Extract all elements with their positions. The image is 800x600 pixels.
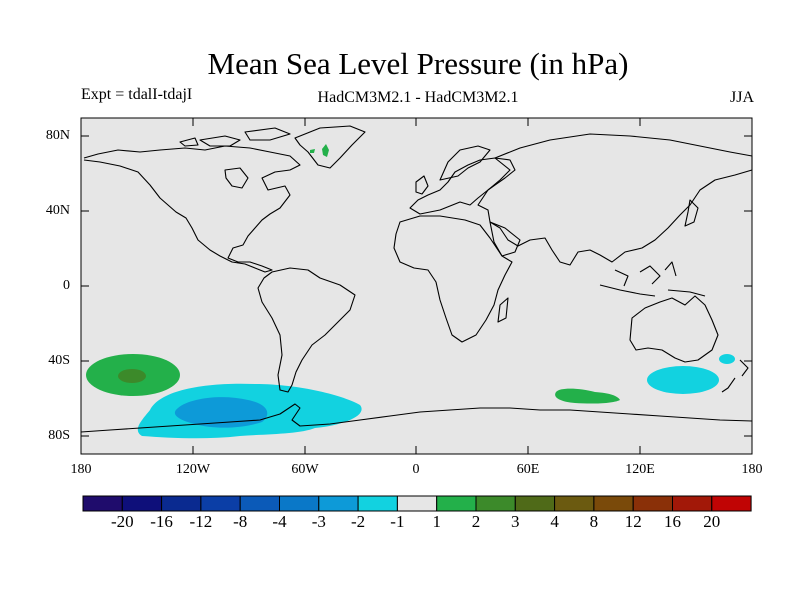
coast-madagascar [497,297,509,323]
coast-africa [393,215,513,343]
lon-label-180e: 180 [741,462,763,477]
map-title: Mean Sea Level Pressure (in hPa) [207,46,629,81]
experiment-label: Expt = tdalI-tdajI [81,86,193,103]
lon-label-60e: 60E [516,462,540,477]
colorbar-box [121,495,163,512]
lon-label-120w: 120W [175,462,211,477]
colorbar-box [318,495,359,512]
anomaly-positive-indian [555,388,620,404]
colorbar-box [200,495,241,512]
colorbar-box [514,495,556,512]
coast-arctic-islands [179,127,291,147]
colorbar-box [554,495,595,512]
season-label: JJA [729,89,754,106]
colorbar-label: 12 [624,512,642,531]
colorbar-box [632,495,674,512]
colorbar-label: -4 [272,512,287,531]
coastlines [80,125,753,433]
colorbar-label: -16 [150,512,173,531]
anomaly-negative-australia [647,366,719,394]
coast-greenland [294,125,366,169]
coast-new-zealand [721,359,749,393]
lat-label-40s: 40S [48,353,70,368]
colorbar-label: -2 [351,512,366,531]
lon-label-0: 0 [412,462,420,477]
coast-north-america [83,145,301,273]
anomaly-shading [86,144,735,439]
lat-label-0: 0 [63,278,70,293]
colorbar-box [593,495,634,512]
colorbar-box [436,495,477,512]
colorbar-box [672,495,713,512]
colorbar-box [82,495,123,512]
coast-hudson-bay [224,167,249,189]
colorbar-label: 2 [471,512,481,531]
colorbar-label: 8 [589,512,599,531]
colorbar-label: -20 [110,512,134,531]
colorbar-label: 1 [432,512,441,531]
coast-british-isles [415,175,429,195]
lat-ticks [81,135,752,437]
coast-indonesia [599,261,706,297]
colorbar-box [475,495,516,512]
colorbar-box [396,495,438,512]
colorbar-label: -8 [233,512,248,531]
coast-japan [684,199,699,227]
coast-australia [629,295,719,363]
lon-label-60w: 60W [291,462,319,477]
colorbar-label: -3 [311,512,326,531]
colorbar-box [239,495,280,512]
colorbar-box [711,495,752,512]
models-label: HadCM3M2.1 - HadCM3M2.1 [317,89,519,106]
lat-label-80n: 80N [45,128,70,143]
anomaly-positive-pacific-core [118,369,146,383]
anomaly-negative-nz [719,354,735,364]
lon-label-180w: 180 [70,462,92,477]
colorbar-label: 16 [664,512,681,531]
lat-label-40n: 40N [45,203,70,218]
lon-ticks [192,118,641,454]
colorbar-box [161,495,202,512]
anomaly-negative-southern-ocean-core [174,397,268,428]
lat-label-80s: 80S [48,428,70,443]
colorbar [82,495,752,512]
colorbar-box [279,495,320,512]
coast-scandinavia [439,145,491,181]
coast-antarctica [80,403,753,433]
coast-europe [409,157,516,215]
colorbar-label: 20 [703,512,721,531]
coast-arabia [489,221,521,257]
colorbar-label: 3 [511,512,520,531]
lon-label-120e: 120E [625,462,655,477]
anomaly-positive-greenland [310,144,329,157]
coast-south-america [257,267,356,393]
colorbar-box [357,495,398,512]
colorbar-label: -12 [189,512,213,531]
colorbar-label: 4 [550,512,559,531]
colorbar-label: -1 [390,512,405,531]
